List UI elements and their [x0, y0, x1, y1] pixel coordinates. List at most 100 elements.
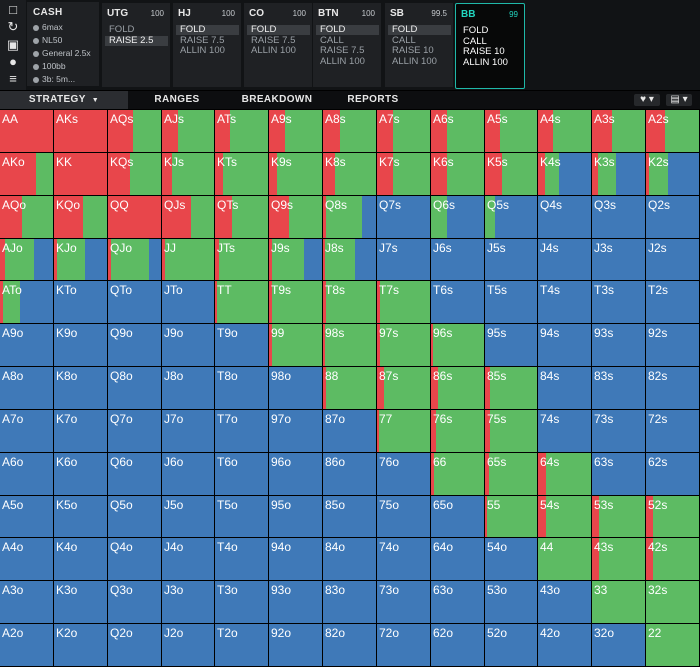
hand-cell[interactable]: KJs: [162, 153, 214, 195]
hand-cell[interactable]: A9o: [0, 324, 53, 366]
hand-cell[interactable]: T3s: [592, 281, 645, 323]
hand-cell[interactable]: QTs: [215, 196, 268, 238]
hand-cell[interactable]: J9o: [162, 324, 214, 366]
hand-cell[interactable]: 85s: [485, 367, 537, 409]
tab-strategy[interactable]: STRATEGY ▼: [0, 91, 128, 109]
action-option[interactable]: RAISE 10: [392, 45, 434, 56]
hand-cell[interactable]: 33: [592, 581, 645, 623]
hand-cell[interactable]: T4o: [215, 538, 268, 580]
action-option[interactable]: RAISE 7.5: [251, 34, 296, 46]
hand-cell[interactable]: KQs: [108, 153, 161, 195]
action-option[interactable]: FOLD: [388, 25, 451, 35]
hand-cell[interactable]: J9s: [269, 239, 322, 280]
hand-cell[interactable]: K4s: [538, 153, 591, 195]
position-panel-5[interactable]: BB 99 FOLD CALL RAISE 10 ALLIN 100: [455, 3, 525, 89]
hand-cell[interactable]: 64o: [431, 538, 484, 580]
action-option[interactable]: RAISE 10: [463, 46, 505, 57]
hand-cell[interactable]: 99: [269, 324, 322, 366]
hand-cell[interactable]: K7s: [377, 153, 430, 195]
hand-cell[interactable]: 32s: [646, 581, 699, 623]
hand-cell[interactable]: J3s: [592, 239, 645, 280]
hand-cell[interactable]: T9o: [215, 324, 268, 366]
hand-cell[interactable]: 84s: [538, 367, 591, 409]
hand-cell[interactable]: J2o: [162, 624, 214, 666]
hand-cell[interactable]: J2s: [646, 239, 699, 280]
hand-cell[interactable]: 54o: [485, 538, 537, 580]
hand-cell[interactable]: AJo: [0, 239, 53, 280]
hand-cell[interactable]: 97s: [377, 324, 430, 366]
hand-cell[interactable]: A6o: [0, 453, 53, 495]
hand-cell[interactable]: 88: [323, 367, 376, 409]
action-option[interactable]: FOLD: [316, 25, 379, 35]
hand-cell[interactable]: 66: [431, 453, 484, 495]
hand-cell[interactable]: A4s: [538, 110, 591, 152]
hand-cell[interactable]: 42s: [646, 538, 699, 580]
hand-cell[interactable]: K5s: [485, 153, 537, 195]
sliders-icon[interactable]: ≡: [9, 71, 17, 86]
hand-cell[interactable]: Q8s: [323, 196, 376, 238]
hand-cell[interactable]: 94s: [538, 324, 591, 366]
hand-cell[interactable]: J6o: [162, 453, 214, 495]
hand-cell[interactable]: T8s: [323, 281, 376, 323]
hand-cell[interactable]: 97o: [269, 410, 322, 452]
hand-cell[interactable]: 53o: [485, 581, 537, 623]
hand-cell[interactable]: QTo: [108, 281, 161, 323]
hand-cell[interactable]: A7s: [377, 110, 430, 152]
hand-cell[interactable]: 43o: [538, 581, 591, 623]
hand-cell[interactable]: 64s: [538, 453, 591, 495]
hand-cell[interactable]: 96o: [269, 453, 322, 495]
hand-cell[interactable]: 76s: [431, 410, 484, 452]
hand-cell[interactable]: 76o: [377, 453, 430, 495]
hand-cell[interactable]: KQo: [54, 196, 107, 238]
hand-cell[interactable]: K6s: [431, 153, 484, 195]
hand-cell[interactable]: T6s: [431, 281, 484, 323]
hand-cell[interactable]: J7o: [162, 410, 214, 452]
hand-cell[interactable]: AJs: [162, 110, 214, 152]
hand-cell[interactable]: K2o: [54, 624, 107, 666]
hand-cell[interactable]: 55: [485, 496, 537, 537]
display-icon[interactable]: ▤ ▾: [666, 94, 692, 106]
hand-cell[interactable]: 72o: [377, 624, 430, 666]
hand-cell[interactable]: K8s: [323, 153, 376, 195]
hand-cell[interactable]: K9o: [54, 324, 107, 366]
hand-cell[interactable]: T9s: [269, 281, 322, 323]
hand-cell[interactable]: 98s: [323, 324, 376, 366]
tab-breakdown[interactable]: BREAKDOWN: [241, 94, 313, 105]
hand-cell[interactable]: J8o: [162, 367, 214, 409]
action-option[interactable]: CALL: [392, 34, 416, 46]
hand-cell[interactable]: J8s: [323, 239, 376, 280]
hand-cell[interactable]: 98o: [269, 367, 322, 409]
hand-cell[interactable]: 86o: [323, 453, 376, 495]
hand-cell[interactable]: 73o: [377, 581, 430, 623]
hand-cell[interactable]: A8s: [323, 110, 376, 152]
position-panel-1[interactable]: HJ 100 FOLD RAISE 7.5 ALLIN 100: [173, 3, 241, 87]
action-option[interactable]: FOLD: [463, 25, 489, 36]
hand-cell[interactable]: 72s: [646, 410, 699, 452]
action-option[interactable]: ALLIN 100: [320, 55, 365, 67]
hand-cell[interactable]: 65s: [485, 453, 537, 495]
action-option[interactable]: RAISE 7.5: [180, 34, 225, 46]
hand-cell[interactable]: AKo: [0, 153, 53, 195]
hand-cell[interactable]: K8o: [54, 367, 107, 409]
hand-cell[interactable]: 87o: [323, 410, 376, 452]
hand-cell[interactable]: 93o: [269, 581, 322, 623]
hand-cell[interactable]: Q7s: [377, 196, 430, 238]
hand-cell[interactable]: 53s: [592, 496, 645, 537]
hand-cell[interactable]: QJo: [108, 239, 161, 280]
action-option[interactable]: RAISE 7.5: [320, 45, 365, 56]
action-option[interactable]: RAISE 2.5: [105, 35, 168, 46]
hand-cell[interactable]: KJo: [54, 239, 107, 280]
hand-cell[interactable]: 83o: [323, 581, 376, 623]
hand-cell[interactable]: J5o: [162, 496, 214, 537]
tab-reports[interactable]: REPORTS: [347, 94, 399, 105]
hand-cell[interactable]: KTs: [215, 153, 268, 195]
hand-cell[interactable]: 75o: [377, 496, 430, 537]
action-option[interactable]: ALLIN 100: [251, 45, 296, 56]
hand-cell[interactable]: Q3o: [108, 581, 161, 623]
bookmark-icon[interactable]: □: [9, 2, 17, 17]
hand-cell[interactable]: A7o: [0, 410, 53, 452]
position-panel-2[interactable]: CO 100 FOLD RAISE 7.5 ALLIN 100: [244, 3, 312, 87]
hand-cell[interactable]: 52o: [485, 624, 537, 666]
action-option[interactable]: FOLD: [176, 25, 239, 35]
position-panel-3[interactable]: BTN 100 FOLD CALL RAISE 7.5 ALLIN 100: [313, 3, 381, 87]
